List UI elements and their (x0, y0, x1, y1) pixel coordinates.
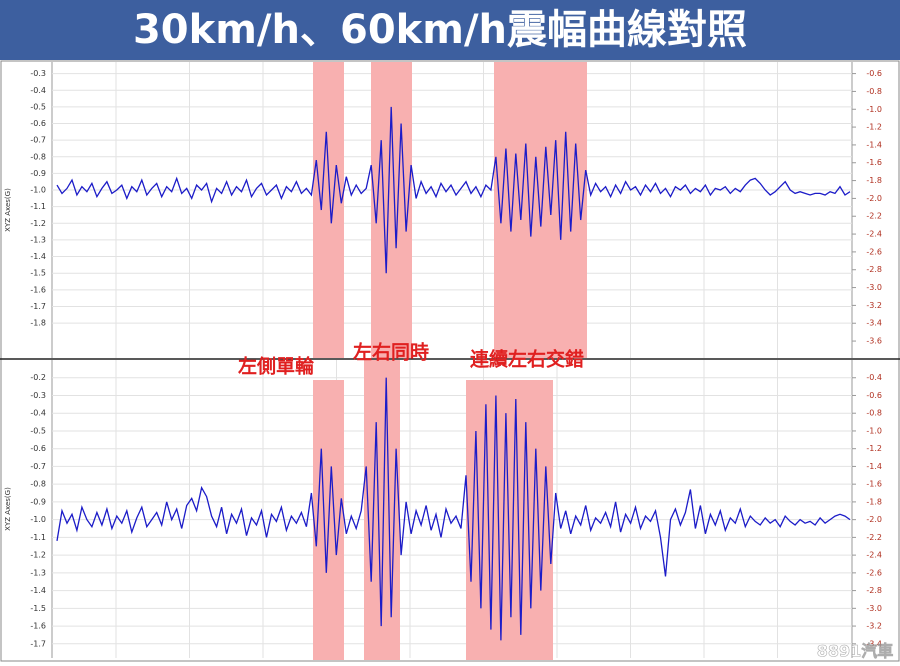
y2-tick-label: -2.2 (866, 212, 882, 221)
y-axis-label: XYZ Axes(G) (4, 487, 12, 531)
y2-tick-label: -3.0 (866, 283, 882, 292)
band (313, 62, 344, 358)
y-tick-label: -0.7 (30, 462, 46, 471)
y-tick-label: -1.6 (30, 622, 46, 631)
y2-tick-label: -3.0 (866, 604, 882, 613)
y2-tick-label: -1.4 (866, 140, 882, 149)
y2-tick-label: -2.8 (866, 586, 882, 595)
y2-tick-label: -1.6 (866, 480, 882, 489)
y2-tick-label: -0.6 (866, 391, 882, 400)
y-tick-label: -1.1 (30, 533, 46, 542)
band (494, 62, 587, 358)
y-tick-label: -0.8 (30, 152, 46, 161)
y-tick-label: -1.5 (30, 269, 46, 278)
y-tick-label: -1.1 (30, 202, 46, 211)
y-tick-label: -1.6 (30, 285, 46, 294)
y2-tick-label: -0.6 (866, 69, 882, 78)
y2-tick-label: -2.6 (866, 247, 882, 256)
y-tick-label: -0.8 (30, 480, 46, 489)
y-tick-label: -1.8 (30, 319, 46, 328)
y2-tick-label: -1.8 (866, 497, 882, 506)
y-tick-label: -1.0 (30, 186, 46, 195)
y-tick-label: -0.9 (30, 169, 46, 178)
y-tick-label: -1.0 (30, 515, 46, 524)
y-tick-label: -1.5 (30, 604, 46, 613)
chart-title: 30km/h、60km/h震幅曲線對照 (133, 7, 747, 53)
y2-tick-label: -0.8 (866, 87, 882, 96)
y-tick-label: -0.5 (30, 102, 46, 111)
annotation: 左右同時 (353, 341, 429, 364)
y2-tick-label: -2.0 (866, 194, 882, 203)
watermark: 8891汽車 (817, 642, 894, 661)
y-axis-label: XYZ Axes(G) (4, 188, 12, 232)
signal-line (56, 377, 851, 641)
y-tick-label: -1.4 (30, 252, 46, 261)
y-tick-label: -0.2 (30, 373, 46, 382)
panel (0, 60, 900, 360)
y-tick-label: -0.4 (30, 86, 46, 95)
y2-tick-label: -2.4 (866, 230, 882, 239)
y2-tick-label: -1.0 (866, 426, 882, 435)
y2-tick-label: -1.2 (866, 123, 882, 132)
y2-tick-label: -1.4 (866, 462, 882, 471)
y2-tick-label: -2.6 (866, 568, 882, 577)
y-tick-label: -0.3 (30, 69, 46, 78)
y2-tick-label: -3.6 (866, 337, 882, 346)
y-tick-label: -0.4 (30, 409, 46, 418)
y2-tick-label: -2.0 (866, 515, 882, 524)
y-tick-label: -1.3 (30, 235, 46, 244)
y2-tick-label: -3.4 (866, 319, 882, 328)
y2-tick-label: -2.8 (866, 265, 882, 274)
y2-tick-label: -1.2 (866, 444, 882, 453)
signal-line (56, 106, 851, 274)
y2-tick-label: -2.4 (866, 551, 882, 560)
y-tick-label: -0.7 (30, 136, 46, 145)
y-tick-label: -0.5 (30, 426, 46, 435)
y-tick-label: -0.3 (30, 391, 46, 400)
y2-tick-label: -3.4 (866, 639, 882, 648)
y-tick-label: -1.2 (30, 551, 46, 560)
y-tick-label: -0.9 (30, 497, 46, 506)
y-tick-label: -1.2 (30, 219, 46, 228)
annotation: 連續左右交錯 (470, 348, 584, 371)
y-tick-label: -1.3 (30, 568, 46, 577)
y-tick-label: -1.4 (30, 586, 46, 595)
y-tick-label: -0.6 (30, 119, 46, 128)
annotation: 左側單輪 (238, 355, 315, 378)
y-tick-label: -0.6 (30, 444, 46, 453)
y2-tick-label: -1.6 (866, 158, 882, 167)
y2-tick-label: -3.2 (866, 301, 882, 310)
y2-tick-label: -1.0 (866, 105, 882, 114)
y2-tick-label: -1.8 (866, 176, 882, 185)
y-tick-label: -1.7 (30, 302, 46, 311)
y2-tick-label: -0.8 (866, 409, 882, 418)
panel (0, 358, 900, 662)
y2-tick-label: -0.4 (866, 373, 882, 382)
y2-tick-label: -2.2 (866, 533, 882, 542)
y2-tick-label: -3.2 (866, 622, 882, 631)
y-tick-label: -1.7 (30, 639, 46, 648)
title-banner (0, 0, 900, 60)
